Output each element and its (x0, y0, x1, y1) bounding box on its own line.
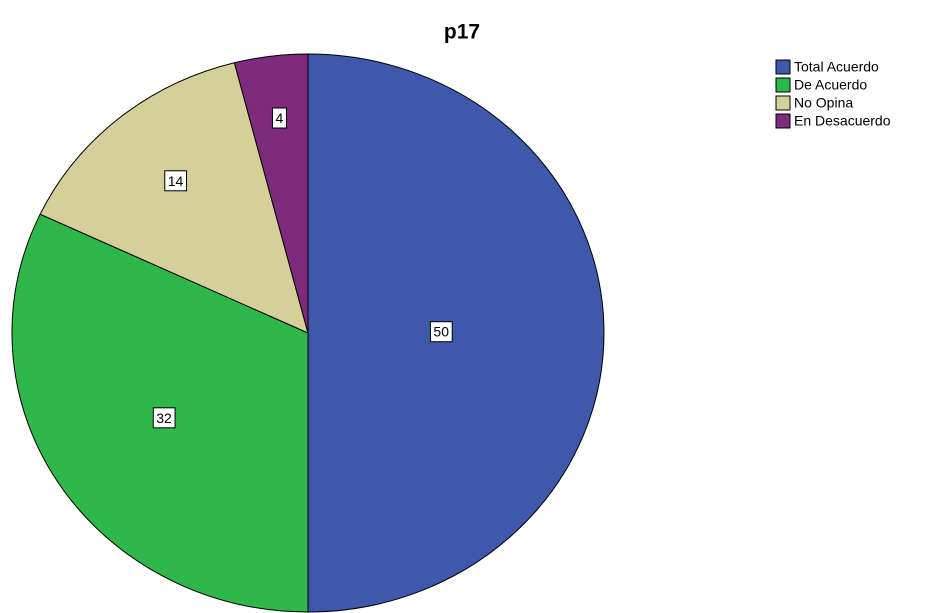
data-label-text: 14 (168, 173, 184, 189)
legend-label: En Desacuerdo (794, 113, 891, 129)
legend-swatch (775, 59, 791, 75)
legend-label: No Opina (794, 95, 853, 111)
legend-swatch (775, 95, 791, 111)
data-label: 50 (429, 321, 453, 343)
pie-slice (307, 53, 605, 613)
pie-slice (39, 62, 309, 334)
data-label-box (429, 321, 453, 343)
data-label-box (164, 170, 188, 192)
legend-swatch (775, 77, 791, 93)
data-label-box (271, 107, 287, 129)
data-label-text: 32 (156, 410, 172, 426)
data-label-text: 50 (433, 324, 449, 340)
pie-slice (233, 53, 309, 334)
data-label: 14 (164, 170, 188, 192)
data-label: 32 (152, 407, 176, 429)
chart-title: p17 (444, 21, 480, 44)
data-label: 4 (271, 107, 287, 129)
data-label-text: 4 (275, 110, 283, 126)
data-label-box (152, 407, 176, 429)
legend-swatch (775, 113, 791, 129)
legend-label: Total Acuerdo (794, 59, 879, 75)
legend-label: De Acuerdo (794, 77, 867, 93)
